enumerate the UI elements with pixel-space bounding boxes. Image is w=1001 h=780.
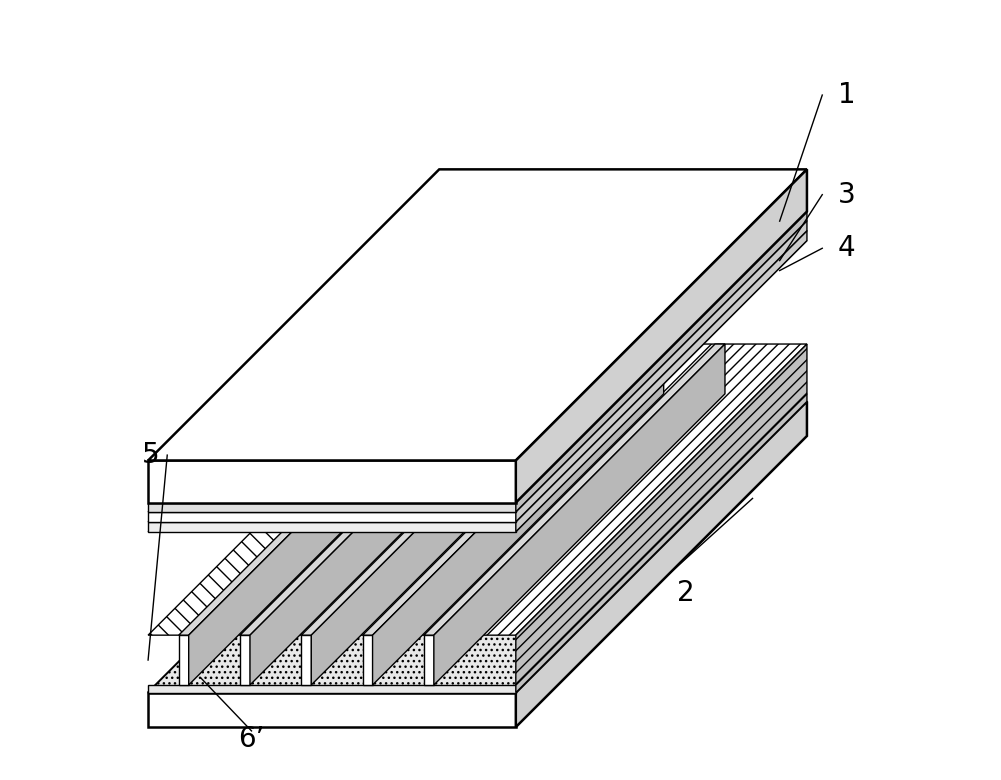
Polygon shape [301, 635, 311, 685]
Polygon shape [516, 221, 807, 522]
Text: 3: 3 [838, 181, 855, 208]
Polygon shape [362, 635, 372, 685]
Polygon shape [203, 236, 481, 498]
Polygon shape [516, 402, 807, 727]
Polygon shape [148, 512, 516, 522]
Polygon shape [148, 693, 516, 727]
Polygon shape [301, 236, 580, 498]
Polygon shape [374, 236, 654, 498]
Polygon shape [516, 394, 807, 693]
Polygon shape [433, 344, 725, 685]
Polygon shape [423, 236, 703, 498]
Polygon shape [148, 685, 516, 693]
Text: 5: 5 [142, 441, 159, 469]
Polygon shape [148, 460, 516, 502]
Polygon shape [227, 236, 507, 498]
Text: 4: 4 [838, 234, 855, 262]
Polygon shape [148, 240, 807, 532]
Polygon shape [516, 344, 807, 685]
Polygon shape [179, 635, 189, 685]
Polygon shape [362, 344, 664, 635]
Polygon shape [189, 344, 479, 685]
Polygon shape [148, 402, 807, 693]
Text: 2: 2 [677, 579, 695, 607]
Polygon shape [350, 236, 629, 498]
Polygon shape [372, 344, 664, 685]
Polygon shape [148, 231, 807, 522]
Polygon shape [311, 344, 603, 685]
Polygon shape [148, 402, 807, 693]
Polygon shape [148, 221, 807, 512]
Polygon shape [148, 169, 807, 460]
Polygon shape [240, 635, 250, 685]
Polygon shape [250, 344, 542, 685]
Polygon shape [179, 344, 479, 635]
Polygon shape [148, 502, 516, 512]
Polygon shape [301, 344, 603, 635]
Polygon shape [148, 522, 516, 532]
Polygon shape [423, 635, 433, 685]
Polygon shape [448, 236, 727, 498]
Polygon shape [277, 344, 807, 635]
Polygon shape [276, 236, 556, 498]
Polygon shape [240, 344, 542, 635]
Polygon shape [516, 211, 807, 512]
Polygon shape [516, 231, 807, 532]
Polygon shape [423, 344, 725, 635]
Text: 6’: 6’ [238, 725, 264, 753]
Polygon shape [516, 169, 807, 502]
Polygon shape [148, 344, 568, 635]
Text: 1: 1 [838, 81, 855, 109]
